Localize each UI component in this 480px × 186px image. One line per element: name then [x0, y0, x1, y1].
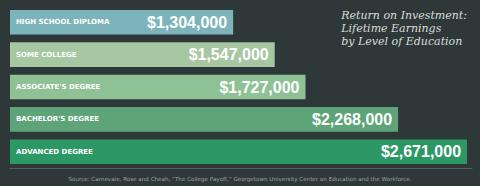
- svg-text:$1,547,000: $1,547,000: [189, 46, 269, 63]
- svg-text:Lifetime Earnings: Lifetime Earnings: [340, 22, 441, 35]
- svg-text:Source: Carnevale, Rose and Ch: Source: Carnevale, Rose and Cheah, “The …: [68, 176, 411, 183]
- svg-text:BACHELOR'S DEGREE: BACHELOR'S DEGREE: [16, 115, 99, 123]
- svg-text:$2,671,000: $2,671,000: [381, 143, 461, 160]
- svg-text:ADVANCED DEGREE: ADVANCED DEGREE: [16, 148, 93, 156]
- svg-text:ASSOCIATE'S DEGREE: ASSOCIATE'S DEGREE: [16, 83, 100, 91]
- svg-text:HIGH SCHOOL DIPLOMA: HIGH SCHOOL DIPLOMA: [16, 18, 110, 26]
- svg-text:$1,727,000: $1,727,000: [219, 79, 299, 96]
- svg-text:$1,304,000: $1,304,000: [147, 14, 227, 31]
- svg-text:by Level of Education: by Level of Education: [341, 35, 462, 48]
- svg-text:Return on Investment:: Return on Investment:: [340, 9, 467, 22]
- svg-text:$2,268,000: $2,268,000: [312, 111, 392, 128]
- svg-text:SOME COLLEGE: SOME COLLEGE: [16, 51, 77, 59]
